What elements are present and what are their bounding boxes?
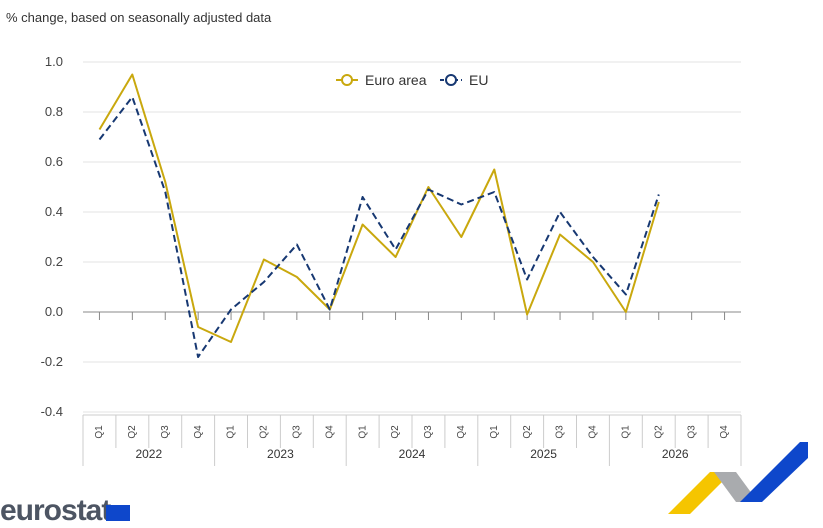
legend-euro-area-marker [341, 74, 353, 86]
x-axis: Q1 Q2 Q3 Q4 Q1 Q2 Q3 Q4 Q1 Q2 Q3 Q4 Q1 Q2 Q3 Q4 Q1 Q2 Q3 Q4… [82, 311, 742, 466]
grid-lines [83, 61, 741, 413]
legend: Euro area EU [336, 72, 488, 88]
quarter-tick-label: Q3 [686, 425, 697, 439]
quarter-tick-label: Q1 [357, 425, 368, 439]
year-tick-label: 2023 [267, 447, 294, 461]
year-tick-label: 2022 [135, 447, 162, 461]
quarter-tick-label: Q2 [390, 425, 401, 439]
series-lines [98, 73, 660, 358]
y-tick-label: 1.0 [45, 54, 63, 69]
quarter-tick-label: Q4 [324, 425, 335, 439]
legend-eu-marker [445, 74, 457, 86]
y-tick-label: 0.0 [45, 304, 63, 319]
quarter-tick-label: Q2 [259, 425, 270, 439]
quarter-tick-label: Q3 [291, 425, 302, 439]
quarter-tick-label: Q2 [127, 425, 138, 439]
quarter-tick-label: Q3 [555, 425, 566, 439]
quarter-tick-label: Q1 [489, 425, 500, 439]
quarter-tick-label: Q3 [160, 425, 171, 439]
y-tick-label: 0.6 [45, 154, 63, 169]
eu-flag-icon [106, 505, 130, 521]
brand-grey-stripe [714, 472, 758, 502]
quarter-tick-label: Q4 [193, 425, 204, 439]
quarter-tick-label: Q4 [588, 425, 599, 439]
line-chart: 1.00.80.60.40.20.0-0.2-0.4 Q1 Q2 Q3 Q4 Q1 Q2 Q… [41, 54, 742, 466]
y-tick-label: -0.4 [41, 404, 63, 419]
quarter-tick-label: Q2 [653, 425, 664, 439]
quarter-tick-label: Q3 [423, 425, 434, 439]
eurostat-logo: eurostat [0, 494, 111, 527]
year-tick-label: 2024 [399, 447, 426, 461]
y-tick-label: -0.2 [41, 354, 63, 369]
series-line-euro-area[interactable] [98, 73, 660, 343]
quarter-tick-label: Q1 [620, 425, 631, 439]
brand-yellow-stripe [668, 472, 732, 514]
quarter-tick-label: Q4 [456, 425, 467, 439]
chart-subtitle: % change, based on seasonally adjusted d… [6, 10, 272, 25]
y-axis: 1.0 0.8 0.6 0.4 0.2 0.0 -0.2 -0.4 [41, 54, 63, 419]
year-tick-label: 2026 [662, 447, 689, 461]
quarter-tick-label: Q1 [94, 425, 105, 439]
quarter-tick-label: Q4 [719, 425, 730, 439]
brand-blue-stripe [740, 442, 808, 502]
y-tick-label: 0.8 [45, 104, 63, 119]
y-tick-label: 0.4 [45, 204, 63, 219]
quarter-tick-label: Q2 [522, 425, 533, 439]
legend-euro-area-label[interactable]: Euro area [365, 72, 427, 88]
y-tick-label: 0.2 [45, 254, 63, 269]
series-line-eu[interactable] [98, 96, 660, 358]
quarter-tick-label: Q1 [226, 425, 237, 439]
year-tick-label: 2025 [530, 447, 557, 461]
eurostat-brand-mark-icon [668, 442, 808, 514]
legend-eu-label[interactable]: EU [469, 72, 488, 88]
